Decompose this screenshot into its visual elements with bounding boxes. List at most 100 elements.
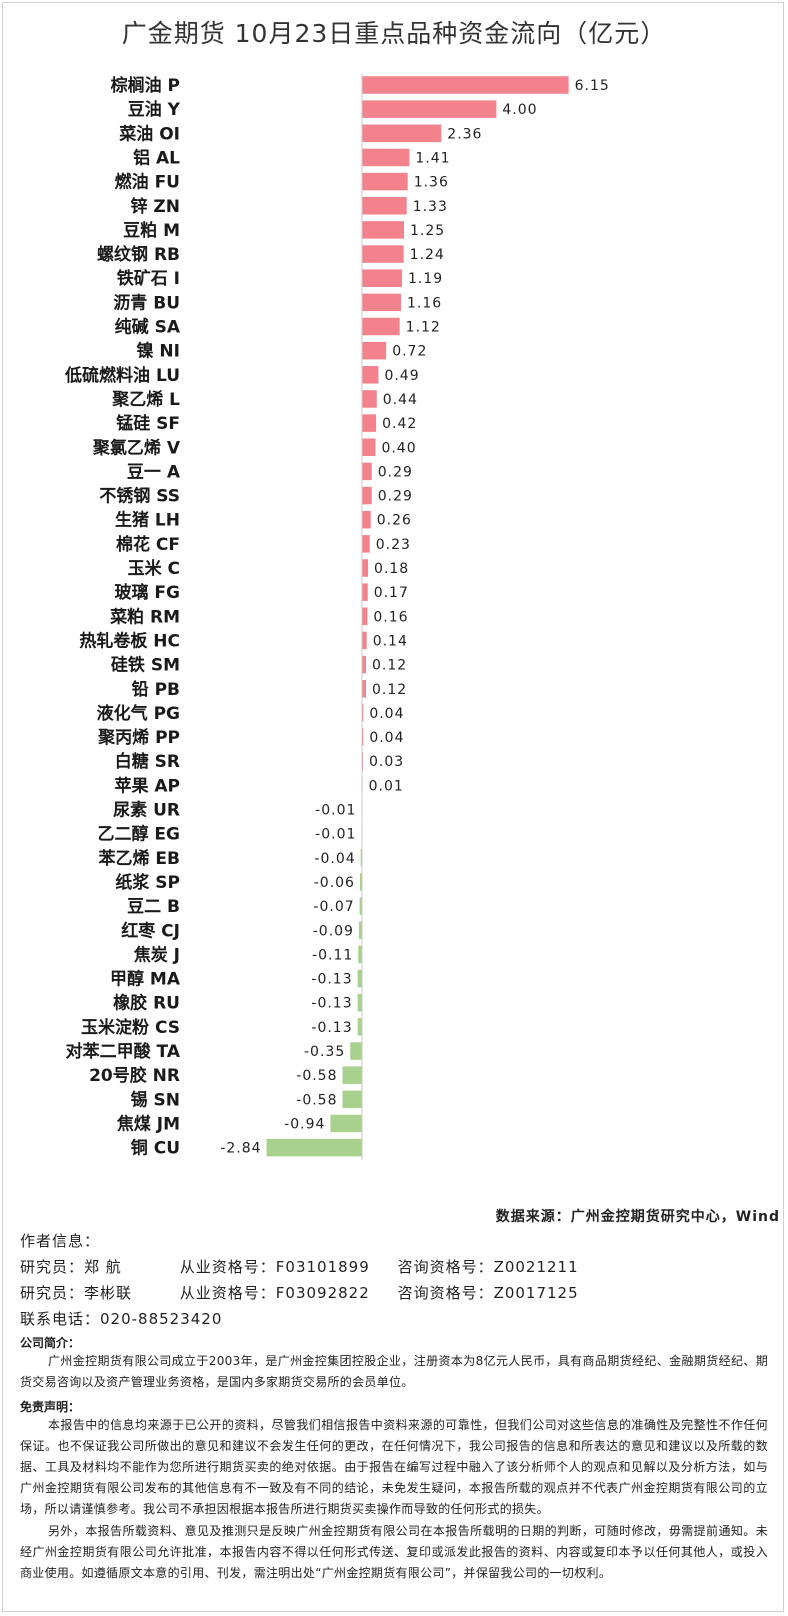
license-number: 从业资格号：F03092822	[179, 1284, 370, 1302]
author-heading: 作者信息：	[20, 1232, 101, 1250]
value-label: -2.84	[220, 1141, 261, 1157]
value-label: 6.15	[575, 78, 610, 94]
value-label: -0.58	[296, 1092, 337, 1108]
category-label: 不锈钢 SS	[99, 486, 180, 507]
value-label: 1.19	[408, 271, 443, 287]
category-label: 铝 AL	[133, 147, 180, 168]
value-label: 0.29	[378, 489, 413, 505]
data-source: 数据来源：广州金控期货研究中心，Wind	[495, 1209, 780, 1225]
bar	[362, 414, 377, 432]
researcher-row: 研究员：郑 航 从业资格号：F03101899 咨询资格号：Z0021211	[20, 1256, 579, 1277]
license-number: 从业资格号：F03101899	[179, 1258, 370, 1276]
bar	[362, 100, 497, 118]
bar	[362, 245, 404, 263]
category-label: 20号胶 NR	[89, 1065, 180, 1086]
category-label: 尿素 UR	[113, 801, 180, 821]
bar	[357, 993, 362, 1012]
value-label: 1.36	[414, 175, 449, 191]
category-label: 菜油 OI	[118, 123, 180, 144]
chart-title: 广金期货 10月23日重点品种资金流向（亿元）	[121, 19, 667, 48]
value-label: 0.18	[374, 561, 409, 577]
category-label: 硅铁 SM	[111, 655, 180, 676]
value-label: 0.40	[381, 440, 416, 456]
category-label: 菜粕 RM	[109, 606, 180, 627]
value-label: 0.29	[378, 464, 413, 480]
bar	[362, 366, 379, 384]
bar	[342, 1090, 362, 1109]
value-label: 0.01	[369, 778, 404, 794]
value-label: 0.17	[374, 585, 409, 601]
category-label: 苹果 AP	[114, 775, 180, 796]
bar	[362, 583, 368, 601]
bar	[362, 148, 410, 167]
bar	[362, 341, 387, 360]
value-label: 0.16	[373, 609, 408, 625]
category-label: 锡 SN	[131, 1089, 180, 1110]
category-label: 豆油 Y	[128, 99, 181, 120]
category-label: 焦煤 JM	[116, 1113, 180, 1134]
bar	[266, 1138, 362, 1157]
category-label: 棉花 CF	[116, 534, 180, 555]
bar	[362, 293, 401, 312]
value-label: 1.33	[413, 199, 448, 215]
category-label: 聚丙烯 PP	[97, 727, 180, 748]
bar	[350, 1042, 362, 1060]
company-intro: 广州金控期货有限公司成立于2003年，是广州金控集团控股企业，注册资本为8亿元人…	[20, 1354, 768, 1389]
value-label: 0.44	[383, 392, 418, 408]
bar	[359, 897, 362, 915]
bar	[362, 438, 376, 456]
category-label: 棕榈油 P	[111, 75, 180, 96]
bar	[362, 728, 364, 746]
category-label: 橡胶 RU	[113, 993, 180, 1014]
category-label: 玉米淀粉 CS	[81, 1017, 180, 1038]
value-label: 0.04	[369, 730, 404, 746]
category-label: 锌 ZN	[131, 196, 180, 217]
value-label: 0.03	[369, 754, 404, 770]
value-label: 2.36	[447, 126, 482, 142]
bar	[362, 197, 407, 215]
bar-chart: 棕榈油 P 6.15 豆油 Y 4.00 菜油 OI 2.36 铝 AL 1.41 燃油 FU 1…	[64, 73, 610, 1160]
value-label: -0.04	[314, 851, 355, 867]
bar	[330, 1114, 362, 1133]
category-label: 甲醇 MA	[110, 969, 181, 990]
bar	[362, 76, 569, 94]
bar	[362, 680, 367, 698]
value-label: 1.16	[407, 295, 442, 311]
disclaimer-heading: 免责声明：	[20, 1400, 81, 1414]
bar	[360, 849, 362, 867]
category-label: 玉米 C	[128, 558, 180, 579]
value-label: 0.23	[376, 537, 411, 553]
value-label: -0.13	[311, 972, 352, 988]
category-label: 聚氯乙烯 V	[92, 437, 181, 458]
value-label: 0.14	[373, 633, 408, 649]
consult-number: 咨询资格号：Z0017125	[397, 1284, 579, 1302]
bar	[362, 221, 404, 239]
value-label: 1.41	[415, 150, 450, 166]
researcher-name: 研究员：郑 航	[20, 1258, 122, 1276]
bar	[362, 462, 372, 481]
bar	[362, 486, 372, 505]
category-label: 白糖 SR	[115, 751, 180, 772]
bar	[342, 1066, 362, 1084]
company-heading: 公司简介：	[20, 1336, 81, 1350]
value-label: 4.00	[502, 102, 537, 118]
bar	[359, 873, 362, 891]
bar	[357, 969, 362, 988]
value-label: -0.94	[284, 1116, 325, 1132]
category-label: 铜 CU	[131, 1138, 180, 1159]
value-label: 0.12	[372, 658, 407, 674]
bar	[358, 921, 362, 939]
category-label: 乙二醇 EG	[98, 824, 181, 845]
value-label: 0.42	[382, 416, 417, 432]
category-label: 苯乙烯 EB	[98, 848, 181, 869]
category-label: 镍 NI	[137, 341, 180, 362]
category-label: 沥青 BU	[113, 292, 180, 313]
category-label: 豆粕 M	[123, 220, 180, 241]
category-label: 生猪 LH	[115, 510, 180, 531]
bar	[362, 752, 364, 770]
category-label: 红枣 CJ	[121, 920, 180, 941]
bar	[362, 390, 377, 408]
value-label: 0.12	[372, 682, 407, 698]
category-label: 豆一 A	[127, 462, 181, 482]
value-label: 1.25	[410, 223, 445, 239]
